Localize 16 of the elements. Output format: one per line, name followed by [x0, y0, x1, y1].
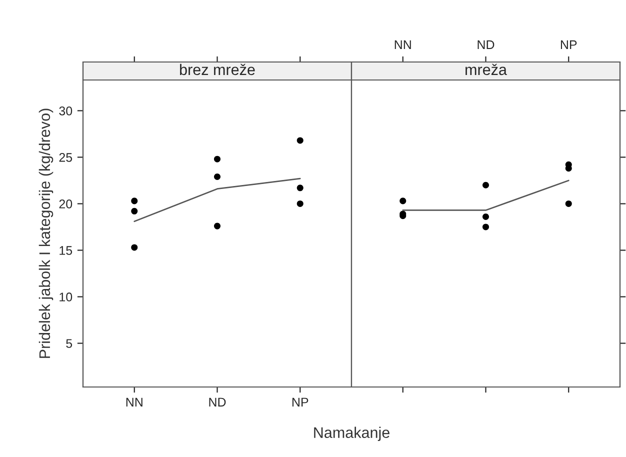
chart-title: mreža — [466, 64, 507, 76]
y-tick-label: 15 — [60, 246, 72, 255]
chart-title: brez mreže — [180, 64, 255, 76]
x-tick-label: NP — [560, 40, 577, 49]
x-tick-label: ND — [209, 398, 226, 406]
y-tick-label: 10 — [60, 292, 72, 302]
y-tick-label: 30 — [59, 106, 72, 116]
y-tick-label: 20 — [59, 200, 72, 208]
x-tick-label: NN — [394, 40, 411, 49]
x-tick-label: NN — [126, 398, 142, 406]
x-tick-label: NP — [292, 398, 308, 406]
y-axis-title: Pridelek jabolk I kategorije (kg/drevo) — [38, 108, 54, 358]
x-tick-label: ND — [478, 40, 494, 49]
y-tick-label: 25 — [59, 153, 72, 162]
x-axis-title: Namakanje — [314, 426, 390, 442]
y-tick-label: 5 — [66, 339, 72, 348]
